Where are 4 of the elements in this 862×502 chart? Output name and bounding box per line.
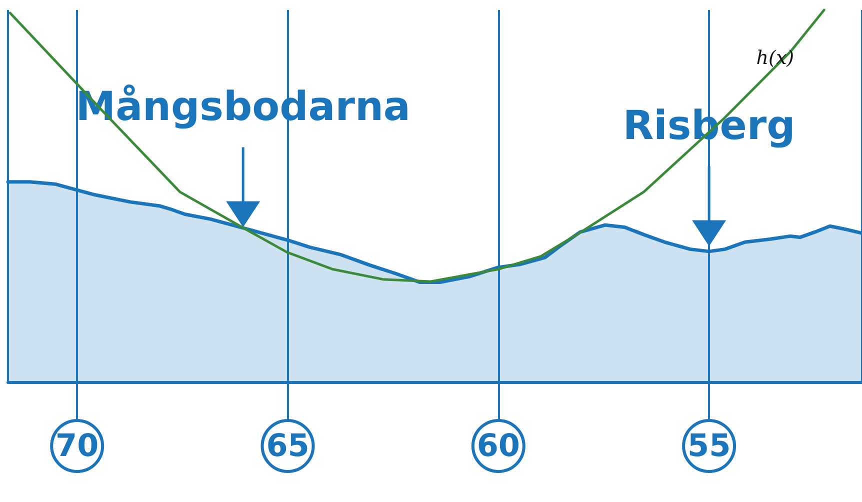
x-tick-label: 55 <box>687 428 731 464</box>
x-tick-label: 60 <box>476 428 520 464</box>
x-tick-label: 65 <box>266 428 310 464</box>
x-tick-label: 70 <box>56 428 99 464</box>
